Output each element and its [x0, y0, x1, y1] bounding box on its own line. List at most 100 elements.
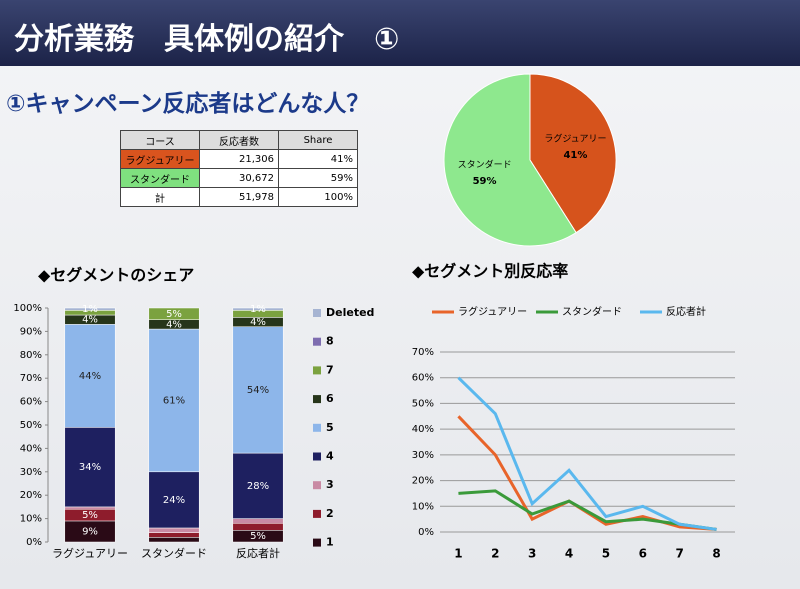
legend-swatch [313, 452, 321, 461]
title-bar [0, 0, 800, 66]
bar-segment [148, 328, 200, 473]
legend-label: ラグジュアリー [458, 305, 527, 318]
y-tick-label: 10% [20, 514, 42, 525]
y-tick-label: 50% [20, 420, 42, 431]
slice-label: スタンダード [458, 159, 512, 171]
y-tick-label: 60% [412, 373, 434, 384]
x-tick-label: 2 [491, 547, 499, 561]
x-tick-label: 8 [712, 547, 720, 561]
bar-segment [64, 506, 116, 510]
legend-swatch [313, 509, 321, 518]
x-tick-label: 6 [639, 547, 647, 561]
bar-segment [148, 527, 200, 533]
legend-label: Deleted [326, 306, 374, 319]
legend-swatch [313, 309, 321, 317]
value-label: 54% [247, 385, 269, 396]
legend-label: 4 [326, 450, 334, 463]
legend-label: 1 [326, 536, 334, 549]
legend-label: 2 [326, 507, 334, 520]
y-tick-label: 0% [418, 527, 434, 538]
y-tick-label: 40% [20, 443, 42, 454]
legend-label: 7 [326, 363, 334, 376]
legend-swatch [313, 538, 321, 547]
y-tick-label: 80% [20, 350, 42, 361]
y-tick-label: 30% [412, 450, 434, 461]
legend-swatch [313, 423, 321, 432]
y-tick-label: 40% [412, 424, 434, 435]
x-tick-label: 1 [454, 547, 462, 561]
slice-label: ラグジュアリー [544, 132, 606, 144]
x-tick-label: 反応者計 [236, 546, 280, 560]
bar-segment [64, 427, 116, 508]
bar-segment [148, 532, 200, 538]
legend-swatch [313, 395, 321, 404]
legend-label: 6 [326, 392, 334, 405]
slice-value: 41% [563, 150, 587, 161]
bar-segment [64, 307, 116, 311]
y-tick-label: 100% [13, 303, 42, 314]
table: コース 反応者数 Share ラグジュアリー 21,306 41% スタンダード 30,672… [120, 130, 358, 207]
value-label: 5% [250, 531, 266, 542]
y-tick-label: 70% [412, 347, 434, 358]
value-label: 1% [250, 304, 266, 315]
table-cell: 100% [278, 187, 358, 207]
bar-segment [148, 471, 200, 529]
value-label: 1% [82, 304, 98, 315]
y-tick-label: 30% [20, 467, 42, 478]
x-tick-label: 3 [528, 547, 536, 561]
legend-label: 5 [326, 421, 334, 434]
y-tick-label: 0% [26, 537, 42, 548]
bar-segment [232, 518, 284, 524]
value-label: 5% [82, 510, 98, 521]
legend-label: 3 [326, 478, 334, 491]
y-tick-label: 20% [412, 476, 434, 487]
value-label: 9% [82, 526, 98, 537]
x-tick-label: 5 [602, 547, 610, 561]
subtitle: ①キャンペーン反応者はどんな人？ [6, 91, 370, 117]
table-row: ラグジュアリー 21,306 41% [120, 149, 358, 169]
line [457, 376, 717, 531]
bar-segment [148, 537, 200, 543]
line [458, 489, 717, 531]
value-label: 44% [79, 371, 101, 382]
column-header: 反応者数 [199, 130, 279, 150]
legend-label: スタンダード [562, 305, 622, 318]
table-row: 計 51,978 100% [120, 187, 358, 207]
bar-segment [232, 452, 284, 519]
table-row: スタンダード 30,672 59% [120, 168, 358, 188]
y-tick-label: 60% [20, 397, 42, 408]
table-header-row: コース 反応者数 Share [120, 130, 358, 150]
value-label: 5% [166, 309, 182, 320]
bar-segment [232, 326, 284, 454]
y-tick-label: 90% [20, 326, 42, 337]
table-cell: ラグジュアリー [120, 149, 200, 169]
legend-swatch [313, 481, 321, 490]
legend-swatch [313, 366, 321, 375]
value-label: 4% [82, 315, 98, 326]
bar-segment [232, 523, 284, 531]
x-tick-label: 7 [676, 547, 684, 561]
y-tick-label: 20% [20, 490, 42, 501]
y-tick-label: 50% [412, 398, 434, 409]
pie-slice [443, 73, 577, 247]
x-tick-label: スタンダード [141, 546, 207, 560]
table-cell: 計 [120, 187, 200, 207]
legend-label: 8 [326, 335, 334, 348]
chart-title: ◆セグメントのシェア [38, 266, 194, 285]
bar-segment [148, 307, 200, 320]
value-label: 24% [163, 495, 185, 506]
chart-title: ◆セグメント別反応率 [412, 262, 568, 281]
x-tick-label: ラグジュアリー [52, 546, 128, 560]
legend-swatch [313, 337, 321, 346]
column-header: コース [120, 130, 200, 150]
y-tick-label: 70% [20, 373, 42, 384]
value-label: 4% [166, 319, 182, 330]
value-label: 4% [250, 317, 266, 328]
legend-label: 反応者計 [666, 305, 706, 318]
value-label: 61% [163, 395, 185, 406]
slide-title: 分析業務 具体例の紹介 ① [14, 22, 400, 57]
bar-segment [232, 307, 284, 311]
slice-value: 59% [473, 176, 497, 187]
